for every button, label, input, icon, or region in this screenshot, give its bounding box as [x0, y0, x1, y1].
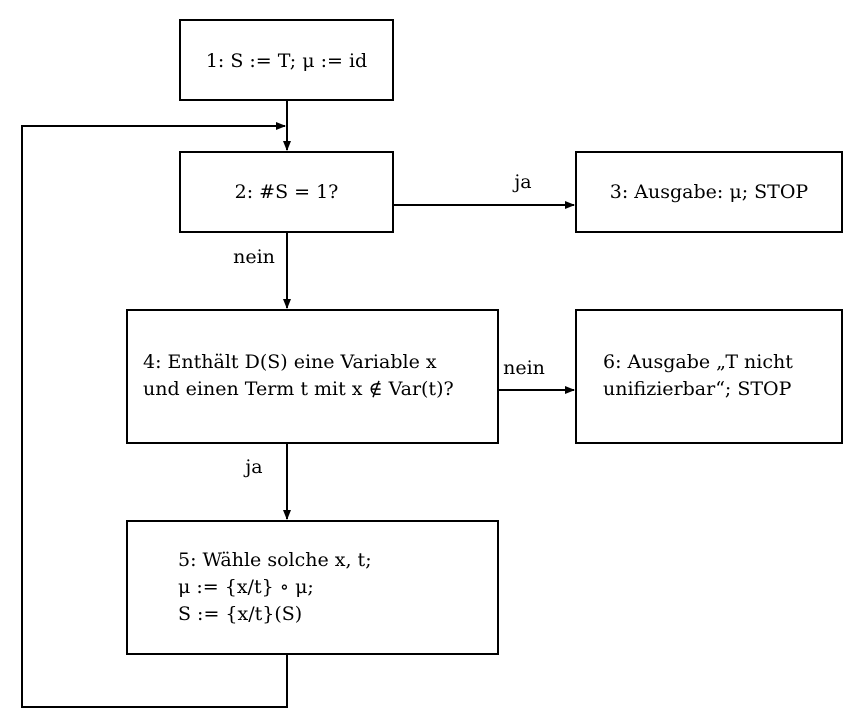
node-6-text: 6: Ausgabe „T nicht unifizierbar“; STOP	[603, 351, 799, 400]
node-1-init: 1: S := T; μ := id	[179, 19, 394, 101]
edge-loop-5-to-2	[21, 122, 288, 708]
node-2-decision: 2: #S = 1?	[179, 151, 394, 233]
node-4-line-2: und einen Term t mit x ∉ Var(t)?	[143, 378, 454, 400]
node-2-text: 2: #S = 1?	[235, 181, 339, 203]
node-5-text: 5: Wähle solche x, t; μ := {x/t} ∘ μ; S …	[178, 549, 378, 625]
edge-label-4-to-5: ja	[243, 456, 262, 478]
node-5-line-1: 5: Wähle solche x, t;	[178, 549, 372, 571]
edge-label-2-to-3: ja	[512, 171, 531, 193]
node-5-line-2: μ := {x/t} ∘ μ;	[178, 576, 314, 598]
node-3-text: 3: Ausgabe: μ; STOP	[610, 181, 809, 203]
node-4-text: 4: Enthält D(S) eine Variable x und eine…	[143, 351, 454, 400]
node-4-decision: 4: Enthält D(S) eine Variable x und eine…	[126, 309, 499, 444]
node-4-line-1: 4: Enthält D(S) eine Variable x	[143, 351, 437, 373]
node-3-output: 3: Ausgabe: μ; STOP	[575, 151, 843, 233]
edge-label-4-to-6: nein	[503, 357, 545, 379]
node-6-line-1: 6: Ausgabe „T nicht	[603, 351, 793, 373]
edge-label-2-to-4: nein	[233, 246, 275, 268]
node-6-line-2: unifizierbar“; STOP	[603, 378, 792, 400]
node-5-line-3: S := {x/t}(S)	[178, 603, 302, 625]
node-2-line-1: 2: #S = 1?	[235, 181, 339, 203]
node-1-line-1: 1: S := T; μ := id	[206, 50, 367, 72]
node-1-text: 1: S := T; μ := id	[206, 50, 367, 72]
node-3-line-1: 3: Ausgabe: μ; STOP	[610, 181, 809, 203]
node-5-step: 5: Wähle solche x, t; μ := {x/t} ∘ μ; S …	[126, 520, 499, 655]
node-6-output: 6: Ausgabe „T nicht unifizierbar“; STOP	[575, 309, 843, 444]
